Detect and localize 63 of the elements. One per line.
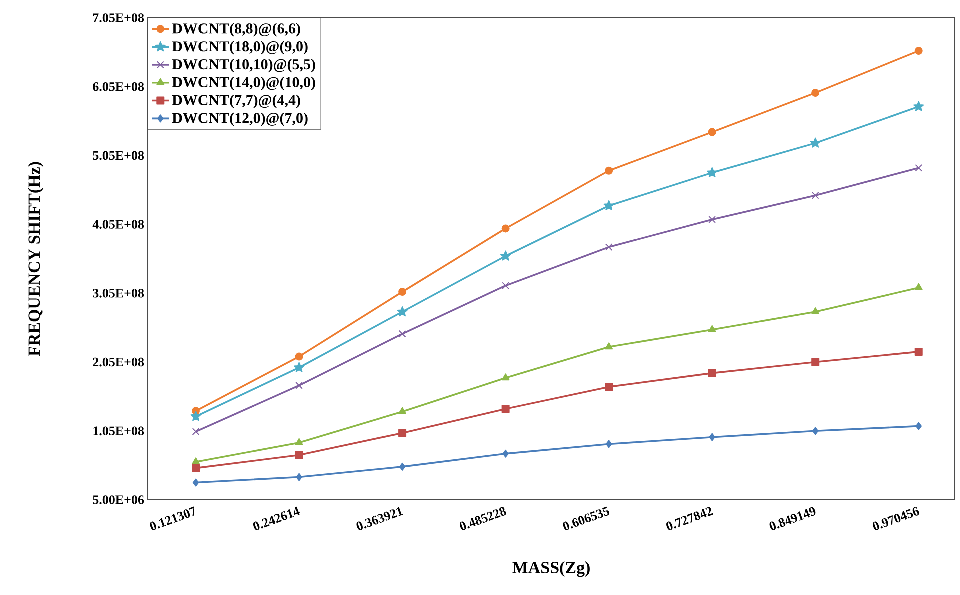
point bbox=[502, 374, 510, 381]
y-tick-label: 3.05E+08 bbox=[93, 289, 144, 298]
point bbox=[915, 164, 923, 172]
point bbox=[500, 250, 512, 261]
point bbox=[502, 450, 509, 458]
point bbox=[914, 47, 923, 56]
point bbox=[399, 462, 406, 471]
legend-label: DWCNT(10,10)@(5,5) bbox=[172, 59, 316, 73]
point bbox=[296, 382, 303, 390]
point bbox=[397, 306, 408, 317]
point bbox=[604, 200, 614, 211]
point bbox=[398, 330, 406, 338]
point bbox=[502, 224, 510, 233]
y-tick-label: 2.05E+08 bbox=[93, 358, 144, 367]
y-axis-title: FREQUENCY SHIFT(Hz) bbox=[28, 162, 44, 356]
point bbox=[605, 244, 613, 251]
point bbox=[708, 216, 716, 224]
point bbox=[192, 458, 200, 465]
point bbox=[812, 89, 820, 98]
point bbox=[605, 342, 614, 350]
point bbox=[294, 362, 305, 372]
point bbox=[914, 348, 923, 356]
point bbox=[398, 407, 407, 414]
point bbox=[605, 383, 614, 392]
y-tick-label: 7.05E+08 bbox=[93, 14, 144, 22]
legend-label: DWCNT(8,8)@(6,6) bbox=[172, 23, 300, 37]
y-tick-label: 5.05E+08 bbox=[93, 151, 144, 160]
point bbox=[398, 288, 407, 296]
point bbox=[812, 308, 820, 315]
point bbox=[192, 464, 200, 472]
point bbox=[812, 427, 819, 436]
point bbox=[708, 325, 716, 332]
point bbox=[295, 438, 304, 446]
x-axis-title: MASS(Zg) bbox=[512, 562, 590, 578]
point bbox=[914, 101, 924, 112]
point bbox=[296, 473, 302, 482]
point bbox=[192, 478, 200, 487]
point bbox=[810, 138, 821, 148]
legend-label: DWCNT(12,0)@(7,0) bbox=[172, 112, 308, 126]
y-tick-label: 4.05E+08 bbox=[92, 220, 144, 229]
point bbox=[502, 405, 510, 414]
point bbox=[192, 428, 200, 436]
point bbox=[812, 192, 820, 200]
y-tick-label: 5.00E+06 bbox=[93, 496, 144, 504]
y-tick-label: 6.05E+08 bbox=[93, 82, 144, 92]
y-tick-label: 1.05E+08 bbox=[94, 426, 144, 436]
point bbox=[707, 167, 718, 178]
legend-label: DWCNT(18,0)@(9,0) bbox=[172, 41, 308, 55]
point bbox=[295, 352, 304, 361]
point bbox=[708, 369, 716, 378]
point bbox=[709, 433, 716, 442]
legend-label: DWCNT(7,7)@(4,4) bbox=[172, 94, 300, 108]
point bbox=[606, 440, 612, 448]
point bbox=[398, 429, 407, 438]
point bbox=[812, 358, 820, 366]
legend-label: DWCNT(14,0)@(10,0) bbox=[172, 76, 316, 91]
point bbox=[916, 422, 922, 430]
point bbox=[914, 283, 923, 290]
point bbox=[708, 128, 716, 136]
point bbox=[605, 166, 614, 175]
point bbox=[295, 451, 304, 460]
point bbox=[502, 282, 510, 290]
point bbox=[190, 411, 202, 422]
